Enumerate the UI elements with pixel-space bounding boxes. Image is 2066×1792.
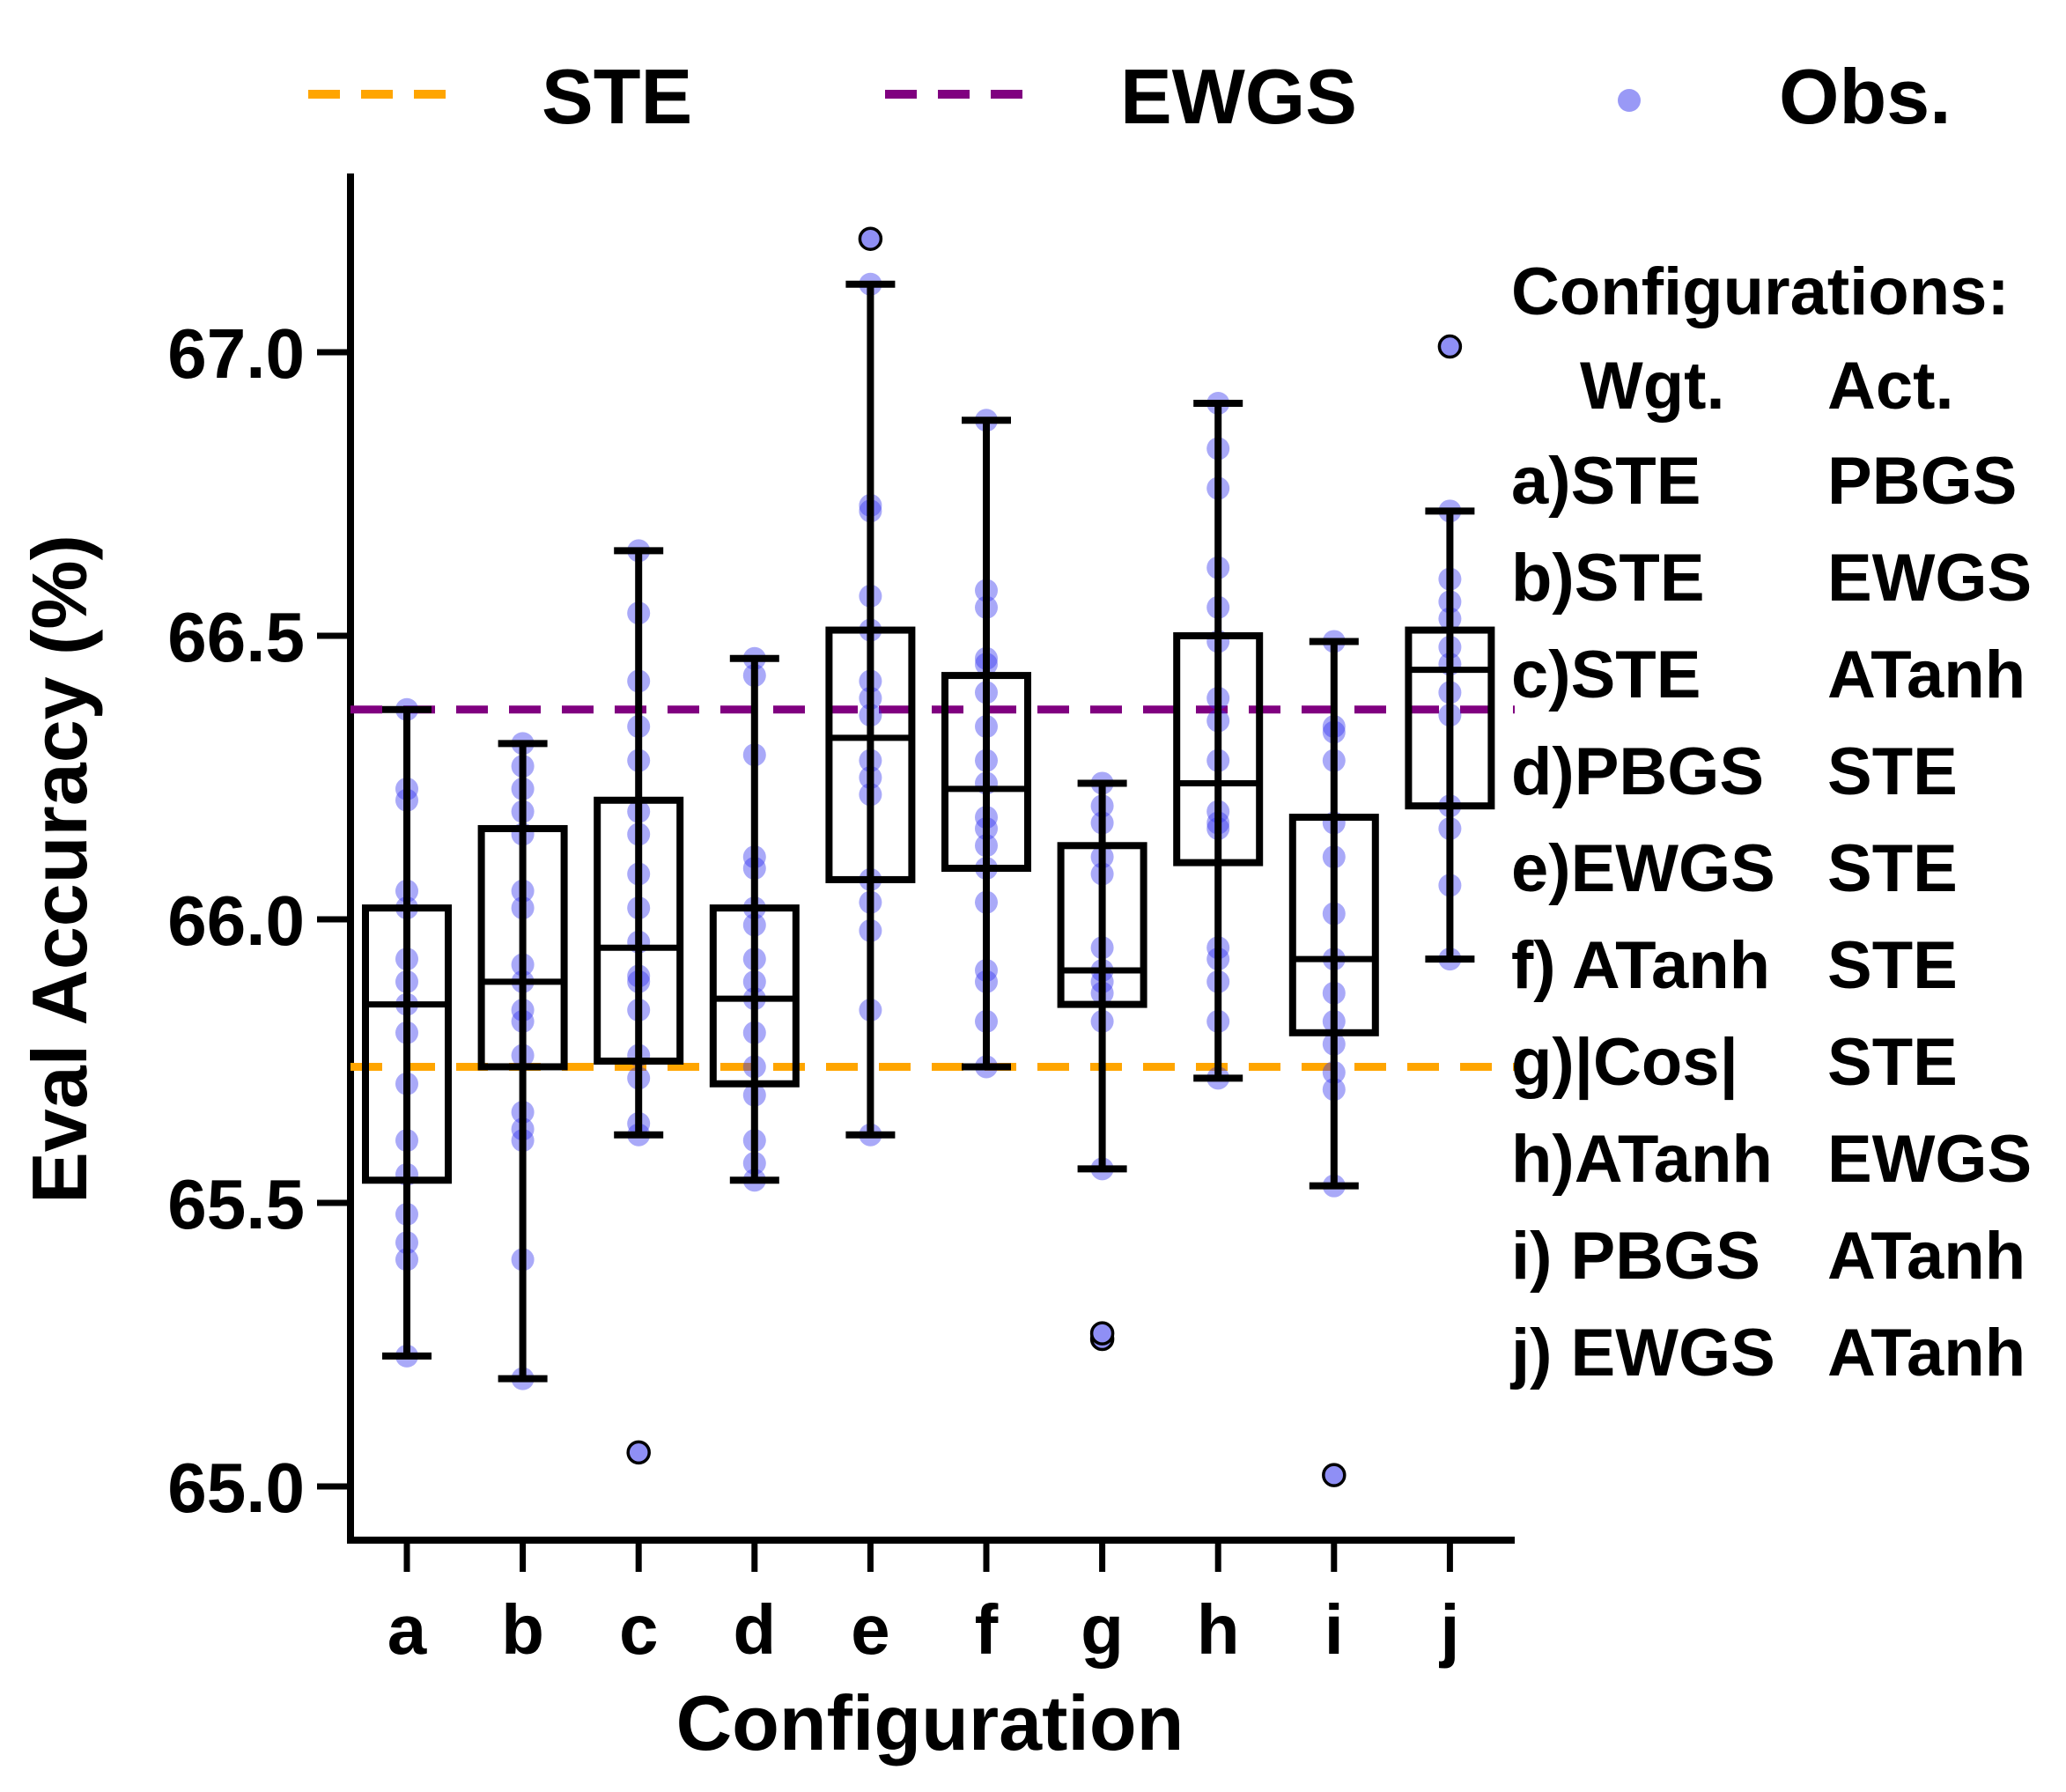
config-row-act: STE [1827,831,1958,906]
legend: STE EWGS Obs. [308,53,1952,140]
y-axis-ticks: 65.0 65.5 66.0 66.5 67.0 [167,314,350,1527]
config-rows: a)STE PBGS b)STE EWGS c)STE ATanh d)PBGS STE e)E… [1509,444,2032,1390]
box-iqr [1057,842,1147,1008]
x-tick-label: d [733,1590,776,1669]
box-iqr [362,904,452,1184]
box-iqr [941,672,1031,873]
legend-obs-label: Obs. [1779,53,1952,140]
plot-area [362,226,1495,1487]
box-group-d [709,646,800,1192]
config-row-act: ATanh [1827,1219,2025,1294]
config-row-act: STE [1827,734,1958,809]
config-row-key: e)EWGS [1511,831,1775,906]
x-tick-label: a [387,1590,427,1669]
config-header-act: Act. [1827,349,1954,424]
box-group-c [594,539,684,1465]
config-row-act: STE [1827,1025,1958,1100]
config-row-key: i) PBGS [1511,1219,1760,1294]
config-table-title: Configurations: [1511,254,2010,329]
config-row-key: c)STE [1511,638,1701,712]
outlier-point [1089,1321,1115,1346]
box-iqr [1288,814,1379,1036]
box-group-i [1288,630,1379,1487]
config-row-act: ATanh [1827,1316,2025,1390]
config-row-key: j) EWGS [1509,1316,1775,1390]
x-tick-label: j [1438,1590,1459,1669]
config-row-key: h)ATanh [1511,1122,1773,1197]
box-group-h [1173,391,1264,1090]
config-row-key: d)PBGS [1511,734,1764,809]
legend-ste-label: STE [542,53,692,140]
config-row-act: EWGS [1827,541,2032,616]
box-iqr [477,824,568,1071]
box-group-j [1405,334,1495,971]
x-tick-label: g [1081,1590,1124,1669]
box-iqr [594,796,684,1065]
box-iqr [825,626,916,883]
outlier-point [1322,1463,1347,1487]
config-row-key: f) ATanh [1511,928,1770,1003]
x-tick-label: i [1324,1590,1344,1669]
y-tick-label: 65.0 [167,1449,305,1527]
box-iqr [1173,632,1264,867]
config-row-act: EWGS [1827,1122,2032,1197]
box-group-e [825,226,916,1147]
config-row-key: g)|Cos| [1511,1025,1738,1101]
config-row-act: PBGS [1827,444,2017,519]
reference-lines [350,705,1515,1071]
config-row-key: b)STE [1511,541,1705,616]
outlier-point [858,226,883,251]
outlier-point [1437,334,1463,359]
x-axis-title: Configuration [676,1679,1184,1766]
outlier-point [626,1440,651,1465]
x-tick-label: f [975,1590,999,1669]
config-header-wgt: Wgt. [1580,349,1725,424]
x-tick-label: e [851,1590,890,1669]
y-tick-label: 66.5 [167,598,305,676]
y-tick-label: 65.5 [167,1165,305,1243]
config-row-act: STE [1827,928,1958,1003]
y-axis-title: Eval Accuracy (%) [16,535,103,1204]
config-table: Configurations: Wgt. Act. a)STE PBGS b)STE… [1509,254,2032,1390]
y-tick-label: 67.0 [167,314,305,393]
x-tick-label: h [1197,1590,1240,1669]
legend-obs-marker [1618,89,1641,112]
y-tick-label: 66.0 [167,881,305,960]
box-group-f [941,409,1031,1079]
x-tick-label: b [501,1590,544,1669]
legend-ewgs-label: EWGS [1120,53,1357,140]
box-group-a [362,697,452,1368]
box-group-g [1057,771,1147,1352]
config-row-act: ATanh [1827,638,2025,712]
box-group-b [477,732,568,1390]
config-row-key: a)STE [1511,444,1701,519]
x-tick-label: c [619,1590,659,1669]
box-iqr [1405,626,1495,810]
